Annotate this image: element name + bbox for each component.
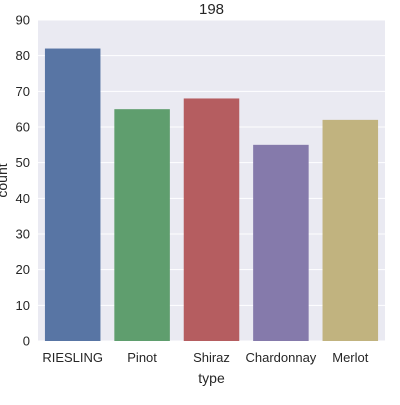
y-tick-label: 90 bbox=[16, 13, 30, 28]
x-tick-label: Shiraz bbox=[193, 350, 230, 365]
chart-title: 198 bbox=[199, 1, 224, 18]
bar-shiraz bbox=[183, 98, 240, 341]
y-tick-labels: 0 10 20 30 40 50 60 70 80 90 bbox=[16, 13, 30, 349]
y-tick-label: 20 bbox=[16, 262, 30, 277]
y-tick-label: 80 bbox=[16, 48, 30, 63]
bars bbox=[44, 48, 379, 342]
x-tick-label: RIESLING bbox=[42, 350, 103, 365]
x-tick-label: Merlot bbox=[332, 350, 369, 365]
bar-chardonnay bbox=[253, 144, 309, 341]
y-tick-label: 60 bbox=[16, 120, 30, 135]
bar-riesling bbox=[44, 48, 101, 342]
y-tick-label: 70 bbox=[16, 84, 30, 99]
x-tick-label: Pinot bbox=[127, 350, 157, 365]
bar-merlot bbox=[322, 119, 379, 341]
x-tick-labels: RIESLING Pinot Shiraz Chardonnay Merlot bbox=[42, 350, 368, 365]
y-tick-label: 50 bbox=[16, 155, 30, 170]
y-tick-label: 10 bbox=[16, 298, 30, 313]
y-tick-label: 30 bbox=[16, 227, 30, 242]
bar-pinot bbox=[114, 109, 170, 342]
y-tick-label: 40 bbox=[16, 191, 30, 206]
x-tick-label: Chardonnay bbox=[245, 350, 316, 365]
y-tick-label: 0 bbox=[23, 334, 30, 349]
y-axis-label: count bbox=[0, 163, 10, 197]
x-axis-label: type bbox=[198, 370, 225, 386]
